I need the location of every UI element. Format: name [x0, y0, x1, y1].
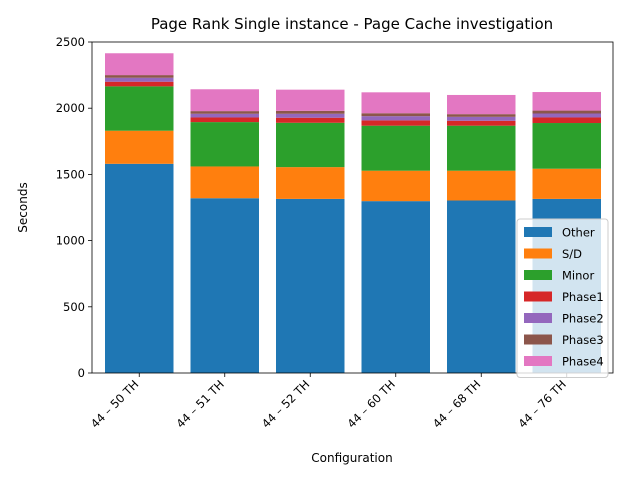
bar-segment-phase3-2: [276, 110, 345, 114]
bar-segment-phase3-5: [532, 110, 601, 114]
legend-label-2: Minor: [562, 269, 594, 283]
legend-label-4: Phase2: [562, 312, 604, 326]
bar-segment-phase2-1: [190, 113, 259, 118]
legend: Other S/D Minor Phase1 Phase2 Phase3 Phase4: [516, 218, 609, 378]
bar-segment-phase4-3: [361, 92, 430, 114]
legend-swatch-1: [524, 248, 552, 259]
x-tick-label-3: 44 – 60 TH: [344, 377, 397, 430]
bar-segment-phase2-3: [361, 116, 430, 121]
bar-segment-minor-3: [361, 125, 430, 171]
bar-segment-phase1-0: [105, 81, 174, 87]
bar-segment-s-d-2: [276, 167, 345, 199]
bar-segment-phase4-0: [105, 53, 174, 76]
bar-segment-minor-0: [105, 86, 174, 131]
bar-segment-s-d-5: [532, 168, 601, 199]
y-tick-label-0: 0: [78, 366, 85, 380]
legend-swatch-2: [524, 270, 552, 280]
bar-segment-phase2-4: [447, 116, 516, 121]
bar-segment-s-d-4: [447, 170, 516, 201]
bar-segment-phase2-5: [532, 113, 601, 118]
x-tick-label-5: 44 – 76 TH: [515, 377, 568, 430]
y-axis: 0 500 1000 1500 2000 2500: [56, 35, 92, 380]
chart-title: Page Rank Single instance - Page Cache i…: [151, 15, 553, 33]
y-axis-label: Seconds: [16, 182, 30, 232]
bar-segment-phase1-3: [361, 120, 430, 126]
bar-segment-phase4-5: [532, 92, 601, 111]
plot-frame: [91, 41, 614, 374]
bar-segment-s-d-0: [105, 130, 174, 164]
bar-segment-phase4-1: [190, 89, 259, 112]
y-tick-label-2: 1000: [56, 234, 85, 248]
bar-segment-phase2-0: [105, 77, 174, 82]
bar-segment-phase3-3: [361, 113, 430, 117]
legend-swatch-5: [524, 334, 552, 345]
bar-segment-minor-2: [276, 122, 345, 168]
x-tick-label-0: 44 – 50 TH: [88, 377, 141, 430]
y-tick-label-1: 500: [63, 300, 85, 314]
bar-segment-s-d-3: [361, 170, 430, 202]
legend-label-6: Phase4: [562, 355, 604, 369]
legend-label-3: Phase1: [562, 290, 604, 304]
bar-segment-other-3: [361, 201, 430, 373]
bar-segment-phase3-4: [447, 114, 516, 117]
bar-segment-minor-1: [190, 122, 259, 167]
bar-segment-minor-5: [532, 123, 601, 169]
bar-segment-phase1-4: [447, 120, 516, 126]
bar-segment-phase1-2: [276, 117, 345, 123]
x-axis-label: Configuration: [311, 451, 392, 465]
y-tick-label-5: 2500: [56, 35, 85, 49]
x-tick-label-1: 44 – 51 TH: [173, 377, 226, 430]
legend-swatch-4: [524, 313, 552, 323]
bar-segment-phase3-0: [105, 75, 174, 78]
bar-segment-phase2-2: [276, 113, 345, 118]
bar-segment-minor-4: [447, 125, 516, 171]
bar-segment-phase4-2: [276, 89, 345, 111]
y-tick-label-3: 1500: [56, 167, 85, 181]
x-tick-label-2: 44 – 52 TH: [259, 377, 312, 430]
bar-segment-other-2: [276, 198, 345, 373]
y-tick-label-4: 2000: [56, 101, 85, 115]
legend-swatch-0: [524, 227, 552, 237]
legend-label-1: S/D: [562, 247, 582, 261]
bar-segment-s-d-1: [190, 166, 259, 199]
bar-segment-other-1: [190, 198, 259, 373]
bar-segment-other-0: [105, 163, 174, 373]
bar-segment-phase1-1: [190, 117, 259, 123]
legend-label-5: Phase3: [562, 333, 604, 347]
legend-swatch-3: [524, 291, 552, 302]
bar-segment-phase4-4: [447, 94, 516, 115]
bar-segment-phase3-1: [190, 111, 259, 114]
x-axis: 44 – 50 TH 44 – 51 TH 44 – 52 TH 44 – 60 TH…: [88, 373, 569, 431]
x-tick-label-4: 44 – 68 TH: [430, 377, 483, 430]
bar-segment-other-4: [447, 200, 516, 373]
legend-label-0: Other: [562, 226, 595, 240]
legend-swatch-6: [524, 356, 552, 366]
bar-segment-phase1-5: [532, 117, 601, 124]
